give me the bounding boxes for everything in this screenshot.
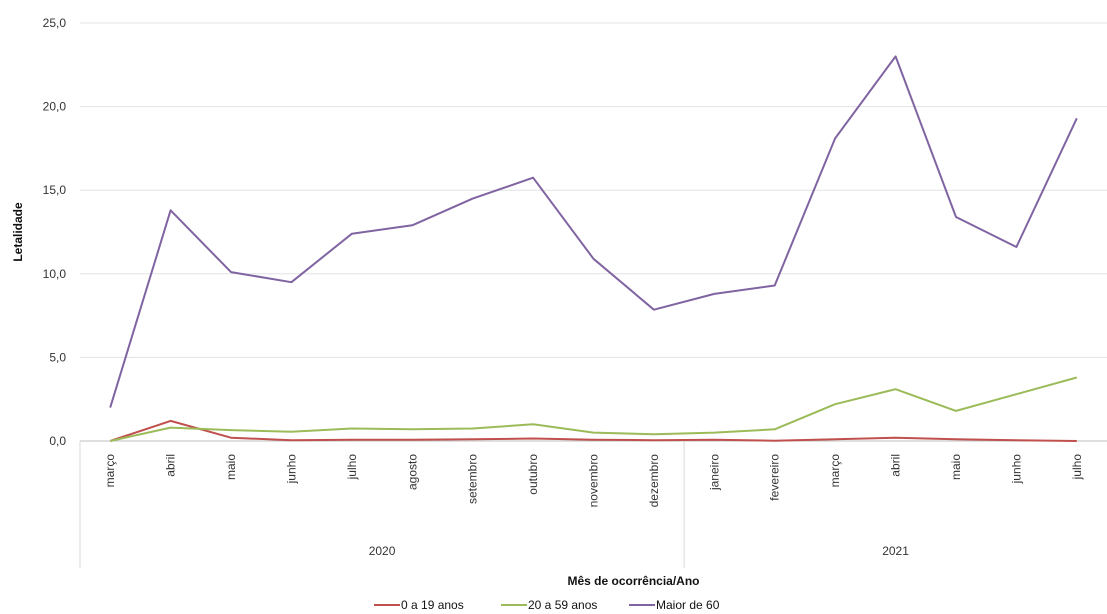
x-tick-label: junho [284, 454, 298, 485]
y-tick-label: 25,0 [43, 16, 67, 30]
y-tick-label: 0,0 [49, 434, 66, 448]
x-tick-label: abril [889, 454, 903, 477]
series-line-2 [109, 376, 1078, 442]
x-tick-label: outubro [526, 454, 540, 495]
x-tick-label: janeiro [707, 454, 721, 491]
x-tick-label: julho [1070, 454, 1084, 481]
legend-label: 20 a 59 anos [528, 598, 597, 612]
legend-label: Maior de 60 [656, 598, 720, 612]
y-tick-label: 15,0 [43, 183, 67, 197]
x-tick-label: março [828, 454, 842, 488]
y-tick-label: 20,0 [43, 100, 67, 114]
series-line-1 [109, 419, 1077, 442]
series-line-3 [109, 55, 1078, 408]
group-label: 2021 [882, 544, 909, 558]
group-label: 2020 [369, 544, 396, 558]
gridlines [80, 22, 1107, 442]
series-lines [109, 55, 1078, 442]
x-tick-label: novembro [587, 454, 601, 508]
x-axis-title: Mês de ocorrência/Ano [567, 574, 699, 588]
y-tick-label: 5,0 [49, 350, 66, 364]
x-axis: março abril maio junho julho agosto setembro ou… [79, 440, 1107, 568]
y-axis-title: Letalidade [11, 202, 25, 262]
x-tick-label: maio [224, 454, 238, 480]
x-tick-label: fevereiro [768, 454, 782, 501]
y-tick-label: 10,0 [43, 267, 67, 281]
x-tick-label: abril [164, 454, 178, 477]
x-tick-label: agosto [405, 454, 419, 490]
x-tick-label: março [103, 454, 117, 488]
x-tick-label: julho [345, 454, 359, 481]
legend: 0 a 19 anos 20 a 59 anos Maior de 60 [374, 598, 720, 612]
x-tick-label: dezembro [647, 454, 661, 508]
x-tick-label: junho [1009, 454, 1023, 485]
x-tick-label: setembro [466, 454, 480, 504]
y-axis-ticks: 0,0 5,0 10,0 15,0 20,0 25,0 [43, 16, 67, 448]
x-tick-label: maio [949, 454, 963, 480]
legend-label: 0 a 19 anos [401, 598, 464, 612]
